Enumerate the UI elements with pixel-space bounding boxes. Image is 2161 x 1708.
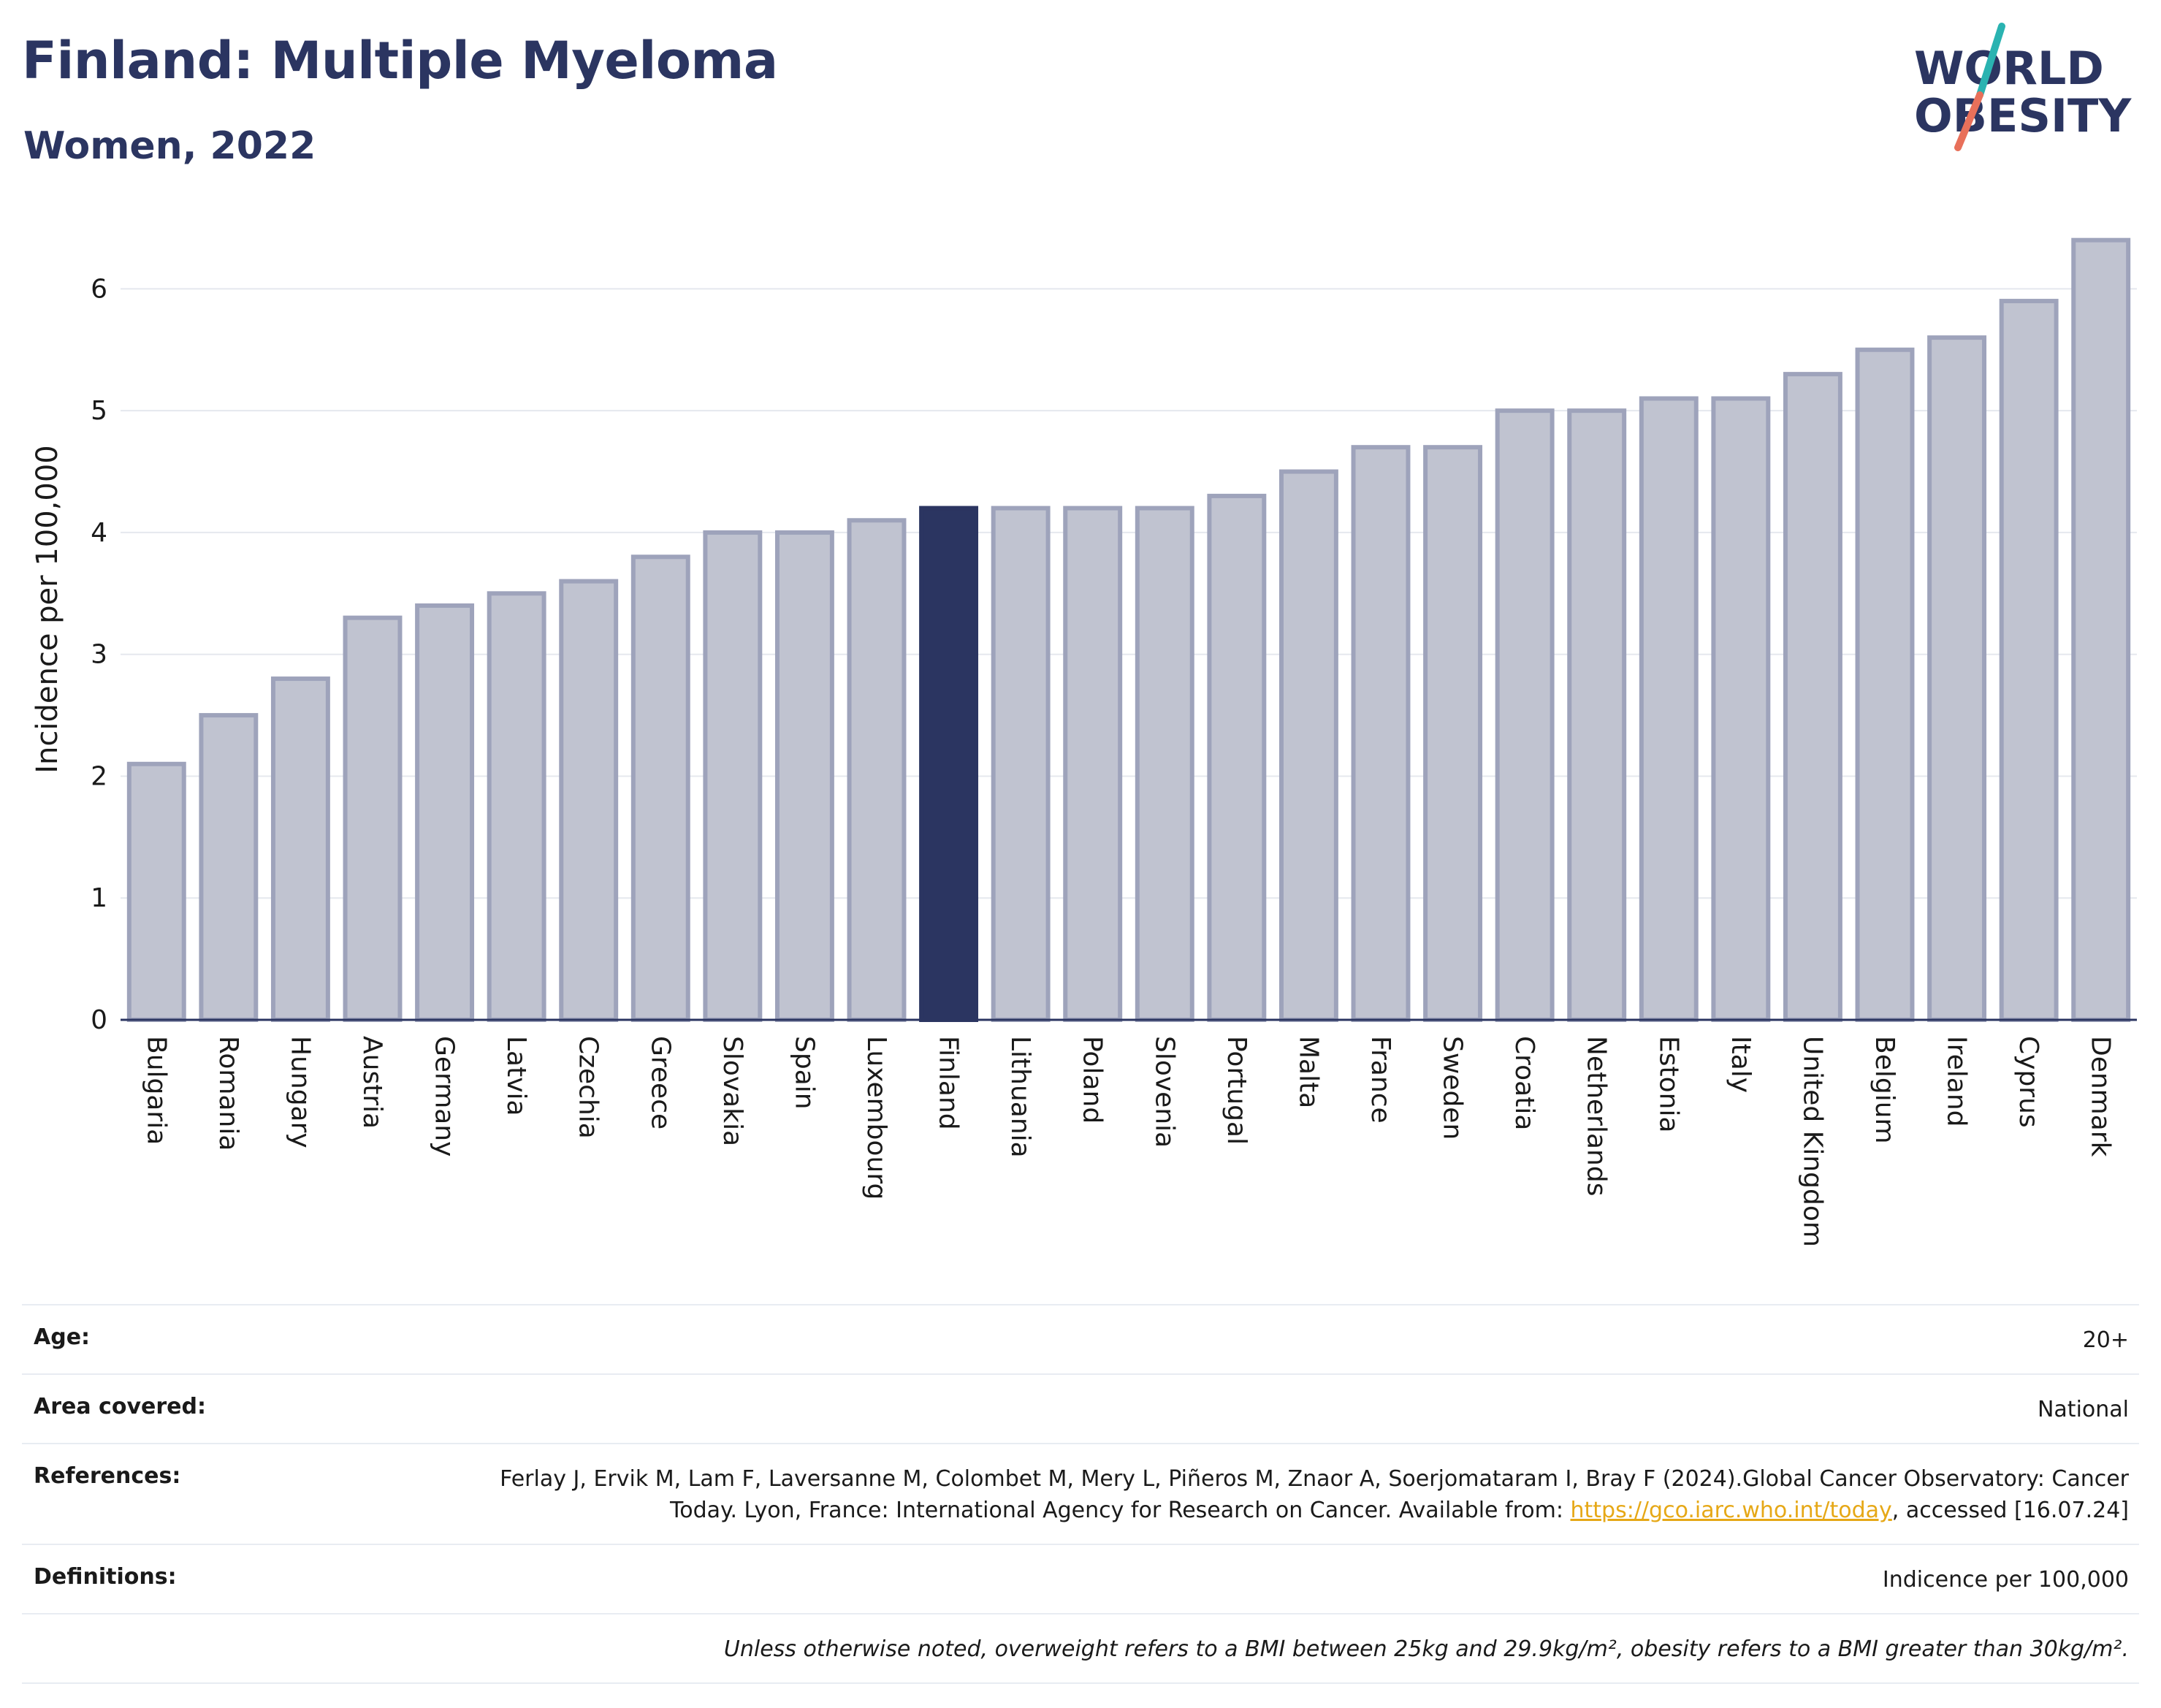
x-tick-label: Croatia	[1509, 1036, 1539, 1130]
x-tick-label: Netherlands	[1582, 1036, 1612, 1196]
y-tick-label: 6	[91, 274, 107, 304]
y-tick-label: 5	[91, 396, 107, 426]
bar-cyprus	[1999, 299, 2059, 1022]
age-value: 20+	[2082, 1327, 2129, 1353]
area-label: Area covered:	[34, 1394, 206, 1419]
info-row-area: Area covered: National	[22, 1373, 2139, 1443]
info-row-definitions: Definitions: Indicence per 100,000	[22, 1544, 2139, 1613]
area-value: National	[2037, 1397, 2129, 1422]
x-tick-label: Latvia	[501, 1036, 531, 1116]
bar-austria	[343, 615, 403, 1022]
x-tick-label: Poland	[1078, 1036, 1108, 1124]
logo-slash-teal	[1976, 23, 2005, 99]
bar-sweden	[1423, 445, 1483, 1022]
age-label: Age:	[34, 1324, 91, 1350]
x-tick-label: Ireland	[1942, 1036, 1972, 1127]
chart-title: Finland: Multiple Myeloma	[22, 31, 778, 91]
y-tick-label: 4	[91, 518, 107, 548]
bar-bulgaria	[126, 761, 186, 1023]
definitions-value: Indicence per 100,000	[1882, 1567, 2129, 1593]
x-tick-label: Spain	[789, 1036, 819, 1110]
references-text: Ferlay J, Ervik M, Lam F, Laversanne M, …	[500, 1466, 2129, 1523]
bar-netherlands	[1567, 408, 1627, 1022]
x-tick-label: France	[1365, 1036, 1395, 1124]
y-axis-label: Incidence per 100,000	[31, 445, 64, 774]
info-row-references: References: Ferlay J, Ervik M, Lam F, La…	[22, 1443, 2139, 1544]
x-tick-label: Lithuania	[1005, 1036, 1035, 1158]
bar-spain	[774, 530, 834, 1022]
bar-luxembourg	[847, 518, 907, 1022]
info-table: Age: 20+ Area covered: National Referenc…	[22, 1304, 2139, 1684]
bar-denmark	[2071, 237, 2131, 1023]
x-axis-ticks: Bulgaria Romania Hungary Austria Germany Latv…	[141, 1036, 2115, 1247]
y-tick-label: 0	[91, 1005, 107, 1035]
x-tick-label: United Kingdom	[1797, 1036, 1827, 1247]
bar-latvia	[487, 591, 546, 1022]
bar-slovakia	[703, 530, 763, 1022]
world-obesity-logo: WORLD OBESITY	[1914, 23, 2132, 151]
bar-germany	[415, 603, 475, 1022]
info-row-age: Age: 20+	[22, 1304, 2139, 1373]
y-tick-label: 2	[91, 761, 107, 791]
x-tick-label: Portugal	[1221, 1036, 1251, 1145]
bar-croatia	[1495, 408, 1555, 1022]
x-tick-label: Italy	[1726, 1036, 1756, 1093]
x-tick-label: Greece	[645, 1036, 675, 1129]
obesity-definition-note: Unless otherwise noted, overweight refer…	[723, 1636, 2129, 1662]
info-row-note: Unless otherwise noted, overweight refer…	[22, 1613, 2139, 1684]
bar-hungary	[270, 676, 330, 1022]
bar-italy	[1711, 396, 1771, 1022]
x-tick-label: Luxembourg	[861, 1036, 891, 1200]
bar-portugal	[1207, 493, 1267, 1022]
y-tick-label: 1	[91, 883, 107, 913]
bar-estonia	[1639, 396, 1699, 1022]
references-label: References:	[34, 1463, 181, 1489]
bar-poland	[1063, 506, 1123, 1022]
x-tick-label: Slovakia	[717, 1036, 747, 1146]
references-value: Ferlay J, Ervik M, Lam F, Laversanne M, …	[449, 1463, 2129, 1526]
bar-belgium	[1855, 347, 1915, 1022]
logo-slash-coral	[1954, 91, 1983, 151]
x-tick-label: Estonia	[1653, 1036, 1683, 1133]
bar-chart: 0 1 2 3 4 5 6 Bulgaria Romania Hungary Austria Ger…	[31, 237, 2137, 1247]
x-tick-label: Austria	[357, 1036, 387, 1129]
x-tick-label: Romania	[213, 1036, 243, 1151]
bar-greece	[630, 554, 690, 1022]
x-tick-label: Slovenia	[1149, 1036, 1179, 1148]
y-axis-ticks: 0 1 2 3 4 5 6	[91, 274, 107, 1035]
x-tick-label: Czechia	[573, 1036, 603, 1139]
x-tick-label: Cyprus	[2013, 1036, 2043, 1128]
logo-line-2: OBESITY	[1914, 89, 2132, 142]
bar-united-kingdom	[1783, 372, 1842, 1022]
logo-line-1: WORLD	[1914, 42, 2104, 95]
x-tick-label: Hungary	[285, 1036, 315, 1148]
bars	[126, 237, 2131, 1023]
bar-france	[1351, 445, 1411, 1022]
bar-ireland	[1927, 335, 1987, 1023]
x-tick-label: Malta	[1293, 1036, 1323, 1108]
references-link[interactable]: https://gco.iarc.who.int/today	[1570, 1498, 1892, 1523]
y-tick-label: 3	[91, 640, 107, 670]
bar-malta	[1278, 469, 1338, 1022]
x-tick-label: Sweden	[1438, 1036, 1468, 1140]
bar-romania	[199, 713, 259, 1022]
definitions-label: Definitions:	[34, 1564, 177, 1590]
x-tick-label: Bulgaria	[141, 1036, 171, 1145]
bar-lithuania	[991, 506, 1051, 1022]
bar-slovenia	[1135, 506, 1194, 1022]
bar-finland	[919, 506, 979, 1022]
x-tick-label: Finland	[934, 1036, 964, 1130]
x-tick-label: Germany	[430, 1036, 460, 1156]
bar-czechia	[559, 579, 619, 1022]
references-accessed: , accessed [16.07.24]	[1891, 1498, 2129, 1523]
x-tick-label: Denmark	[2086, 1036, 2116, 1157]
chart-subtitle: Women, 2022	[23, 124, 316, 168]
x-tick-label: Belgium	[1870, 1036, 1899, 1144]
